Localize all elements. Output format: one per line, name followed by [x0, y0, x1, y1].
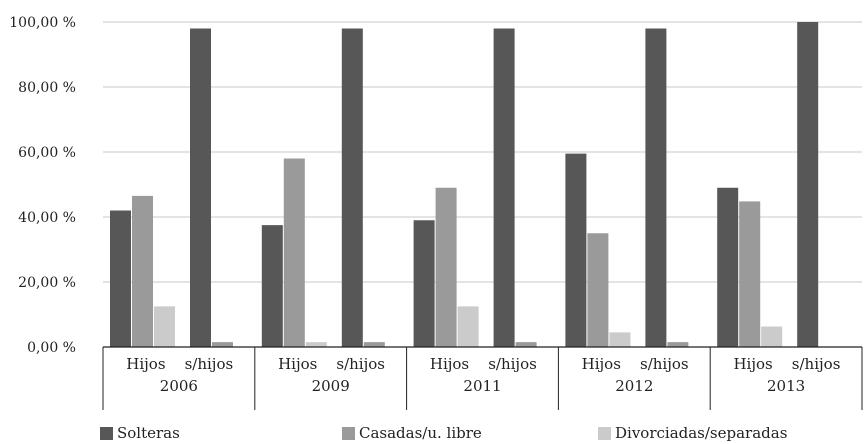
bars [110, 22, 819, 347]
x-subcategory-label: Hijos [582, 355, 621, 373]
bar-solteras-2006-shijos [190, 28, 211, 347]
bar-divorciadas-separadas-2013-hijos [761, 326, 783, 347]
x-subcategory-label: s/hijos [336, 355, 385, 373]
bar-casadas-u-libre-2011-hijos [435, 187, 457, 347]
legend-label-solteras: Solteras [117, 424, 180, 442]
legend-item-casadas: Casadas/u. libre [342, 424, 482, 442]
bar-divorciadas-separadas-2012-hijos [609, 332, 631, 347]
bar-solteras-2006-hijos [110, 210, 131, 347]
bar-casadas-u-libre-2013-hijos [739, 201, 761, 347]
x-subcategory-label: s/hijos [640, 355, 689, 373]
bar-solteras-2012-shijos [645, 28, 667, 347]
legend-item-divorciadas: Divorciadas/separadas [598, 424, 787, 442]
legend-label-divorciadas: Divorciadas/separadas [615, 424, 788, 442]
bar-casadas-u-libre-2006-hijos [132, 195, 153, 347]
bar-casadas-u-libre-2012-shijos [667, 342, 689, 347]
legend: Solteras Casadas/u. libre Divorciadas/se… [100, 424, 860, 444]
x-year-label: 2012 [615, 377, 653, 395]
x-subcategory-label: s/hijos [792, 355, 841, 373]
x-subcategory-label: Hijos [733, 355, 772, 373]
legend-swatch-casadas [342, 426, 355, 440]
bar-solteras-2009-hijos [261, 225, 283, 347]
y-tick-label: 40,00 % [18, 210, 76, 226]
bar-solteras-2013-hijos [717, 187, 739, 347]
bar-divorciadas-separadas-2011-hijos [457, 306, 479, 347]
bar-casadas-u-libre-2006-shijos [212, 342, 233, 347]
bar-solteras-2011-shijos [493, 28, 515, 347]
bar-solteras-2013-shijos [797, 22, 819, 347]
x-subcategory-label: s/hijos [488, 355, 537, 373]
x-subcategory-label: Hijos [126, 355, 165, 373]
y-tick-label: 0,00 % [27, 340, 76, 356]
x-year-label: 2011 [463, 377, 501, 395]
y-tick-label: 100,00 % [9, 15, 76, 31]
y-tick-label: 20,00 % [18, 275, 76, 291]
legend-swatch-solteras [100, 426, 113, 440]
legend-swatch-divorciadas [598, 426, 611, 440]
x-subcategory-label: Hijos [278, 355, 317, 373]
x-subcategory-label: Hijos [430, 355, 469, 373]
legend-label-casadas: Casadas/u. libre [359, 424, 482, 442]
x-year-label: 2013 [767, 377, 805, 395]
x-subcategory-label: s/hijos [185, 355, 234, 373]
x-year-label: 2006 [160, 377, 198, 395]
bar-divorciadas-separadas-2009-hijos [305, 342, 327, 347]
bar-casadas-u-libre-2009-shijos [363, 342, 385, 347]
y-tick-label: 60,00 % [18, 145, 76, 161]
y-axis-ticks: 0,00 % 20,00 % 40,00 % 60,00 % 80,00 % 100,00… [9, 15, 76, 356]
bar-solteras-2012-hijos [565, 153, 587, 347]
x-axis-category-labels: Hijos s/hijos 2006 Hijos s/hijos 2009 Hijos s/h… [126, 355, 840, 395]
bar-casadas-u-libre-2011-shijos [515, 342, 537, 347]
x-axis [102, 346, 863, 410]
y-tick-label: 80,00 % [18, 80, 76, 96]
bar-casadas-u-libre-2009-hijos [283, 158, 305, 347]
bar-solteras-2011-hijos [413, 220, 435, 347]
bar-chart: 0,00 % 20,00 % 40,00 % 60,00 % 80,00 % 100,00… [9, 15, 863, 410]
bar-solteras-2009-shijos [341, 28, 363, 347]
legend-item-solteras: Solteras [100, 424, 180, 442]
bar-divorciadas-separadas-2006-hijos [154, 306, 175, 347]
bar-casadas-u-libre-2012-hijos [587, 233, 609, 347]
x-year-label: 2009 [312, 377, 350, 395]
